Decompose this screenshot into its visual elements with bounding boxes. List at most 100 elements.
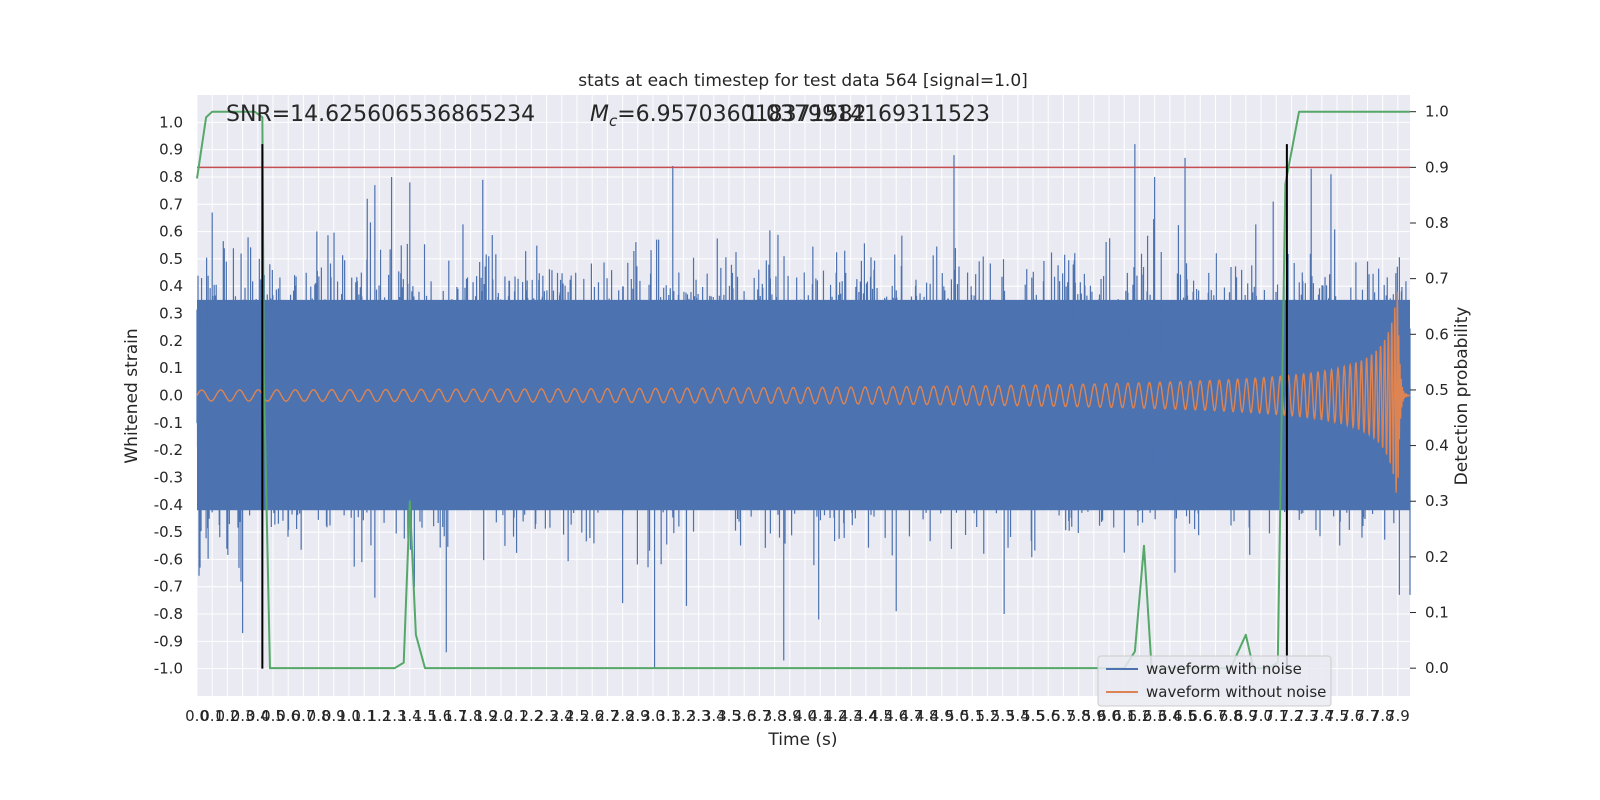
x-tick-label: 0.4 (246, 707, 270, 725)
x-tick-label: 6.2 (1128, 707, 1152, 725)
x-tick-label: 5.7 (1051, 707, 1075, 725)
y-tick-label: -0.2 (154, 441, 183, 459)
x-tick-label: 7.3 (1295, 707, 1319, 725)
y2-tick-label: 0.2 (1425, 548, 1449, 566)
y-tick-label: 0.3 (159, 305, 183, 323)
y-tick-label: 0.9 (159, 141, 183, 159)
x-tick-label: 4.9 (930, 707, 954, 725)
x-tick-label: 0.1 (200, 707, 224, 725)
x-tick-label: 1.4 (398, 707, 422, 725)
x-tick-labels: 0.00.10.20.30.40.50.60.70.80.91.01.11.21… (185, 707, 1410, 725)
x-tick-label: 5.9 (1082, 707, 1106, 725)
y-tick-label: -0.3 (154, 468, 183, 486)
x-tick-label: 0.9 (322, 707, 346, 725)
y2-tick-label: 0.5 (1425, 381, 1449, 399)
x-tick-label: 3.9 (778, 707, 802, 725)
x-tick-label: 1.5 (413, 707, 437, 725)
x-tick-label: 3.4 (702, 707, 726, 725)
x-tick-label: 2.5 (565, 707, 589, 725)
y2-tick-label: 0.3 (1425, 492, 1449, 510)
y2-tick-label: 1.0 (1425, 103, 1449, 121)
x-tick-label: 2.3 (535, 707, 559, 725)
y-tick-label: -0.6 (154, 550, 183, 568)
x-tick-label: 3.6 (732, 707, 756, 725)
x-tick-label: 2.6 (580, 707, 604, 725)
y2-tick-label: 0.6 (1425, 325, 1449, 343)
legend-label-clean: waveform without noise (1146, 683, 1326, 701)
x-tick-label: 0.0 (185, 707, 209, 725)
y-tick-labels: 1.0 0.9 0.8 0.7 0.6 0.5 0.4 0.3 0.2 0.1 0.0 -0.1 -0.… (154, 113, 183, 677)
x-tick-label: 2.1 (504, 707, 528, 725)
y2-tick-label: 0.8 (1425, 214, 1449, 232)
x-tick-label: 0.5 (261, 707, 285, 725)
y-tick-label: -0.9 (154, 632, 183, 650)
y-axis-label: Whitened strain (122, 328, 142, 463)
y-tick-label: 0.5 (159, 250, 183, 268)
chirp-mass-subscript: c (609, 112, 618, 130)
x-tick-label: 6.0 (1097, 707, 1121, 725)
legend-box (1097, 655, 1332, 707)
y2-tick-label: 0.7 (1425, 270, 1449, 288)
y2-tick-label: 0.0 (1425, 659, 1449, 677)
y2-tick-label: 0.4 (1425, 437, 1449, 455)
x-tick-label: 7.0 (1249, 707, 1273, 725)
x-tick-label: 7.8 (1371, 707, 1395, 725)
y-tick-label: 0.4 (159, 277, 183, 295)
chirp-mass-value: =6.957036018371582 (617, 102, 866, 127)
x-tick-label: 7.6 (1340, 707, 1364, 725)
overlapping-annotation: 1.0379914169311523 (745, 102, 990, 127)
y-tick-label: 0.0 (159, 387, 183, 405)
x-tick-label: 4.8 (915, 707, 939, 725)
x-tick-label: 2.4 (550, 707, 574, 725)
x-tick-label: 2.7 (595, 707, 619, 725)
y-tick-label: -0.8 (154, 605, 183, 623)
x-tick-label: 5.6 (1036, 707, 1060, 725)
y2-tick-labels: 1.0 0.9 0.8 0.7 0.6 0.5 0.4 0.3 0.2 0.1 0.0 (1410, 103, 1449, 677)
chirp-mass-annotation: Mc=6.957036018371582 (590, 102, 867, 130)
x-tick-label: 7.7 (1356, 707, 1380, 725)
x-tick-label: 6.7 (1204, 707, 1228, 725)
legend-label-noise: waveform with noise (1146, 660, 1302, 678)
x-tick-label: 7.4 (1310, 707, 1334, 725)
y2-axis-label: Detection probability (1452, 307, 1472, 486)
y-tick-label: 0.6 (159, 223, 183, 241)
x-tick-label: 3.5 (717, 707, 741, 725)
x-axis-label: Time (s) (767, 730, 837, 750)
chirp-mass-symbol: M (590, 102, 609, 127)
noisy-waveform-line (196, 144, 1411, 669)
x-tick-label: 5.0 (945, 707, 969, 725)
x-tick-label: 6.3 (1143, 707, 1167, 725)
y-tick-label: -1.0 (154, 660, 183, 678)
x-tick-label: 0.6 (276, 707, 300, 725)
x-tick-label: 4.7 (899, 707, 923, 725)
x-tick-label: 6.6 (1188, 707, 1212, 725)
x-tick-label: 3.8 (763, 707, 787, 725)
x-tick-label: 4.0 (793, 707, 817, 725)
x-tick-label: 1.7 (443, 707, 467, 725)
x-tick-label: 1.0 (337, 707, 361, 725)
snr-annotation: SNR=14.625606536865234 (226, 102, 535, 127)
x-tick-label: 4.5 (869, 707, 893, 725)
x-tick-label: 2.8 (611, 707, 635, 725)
x-tick-label: 3.2 (671, 707, 695, 725)
x-tick-label: 7.9 (1386, 707, 1410, 725)
x-tick-label: 4.4 (854, 707, 878, 725)
clean-waveform-line (196, 291, 1411, 493)
y-tick-label: 0.1 (159, 359, 183, 377)
y2-tick-label: 0.1 (1425, 604, 1449, 622)
x-tick-label: 3.1 (656, 707, 680, 725)
x-tick-label: 4.2 (823, 707, 847, 725)
x-tick-label: 0.7 (291, 707, 315, 725)
chart-title: stats at each timestep for test data 564… (578, 71, 1028, 91)
y-tick-label: -0.5 (154, 523, 183, 541)
x-tick-label: 1.2 (367, 707, 391, 725)
legend: waveform with noise waveform without noi… (1097, 655, 1332, 707)
y-tick-label: -0.4 (154, 496, 183, 514)
y-tick-label: -0.7 (154, 578, 183, 596)
x-tick-label: 3.0 (641, 707, 665, 725)
x-tick-label: 7.5 (1325, 707, 1349, 725)
x-tick-label: 2.0 (489, 707, 513, 725)
x-tick-label: 1.8 (459, 707, 483, 725)
x-tick-label: 4.1 (808, 707, 832, 725)
